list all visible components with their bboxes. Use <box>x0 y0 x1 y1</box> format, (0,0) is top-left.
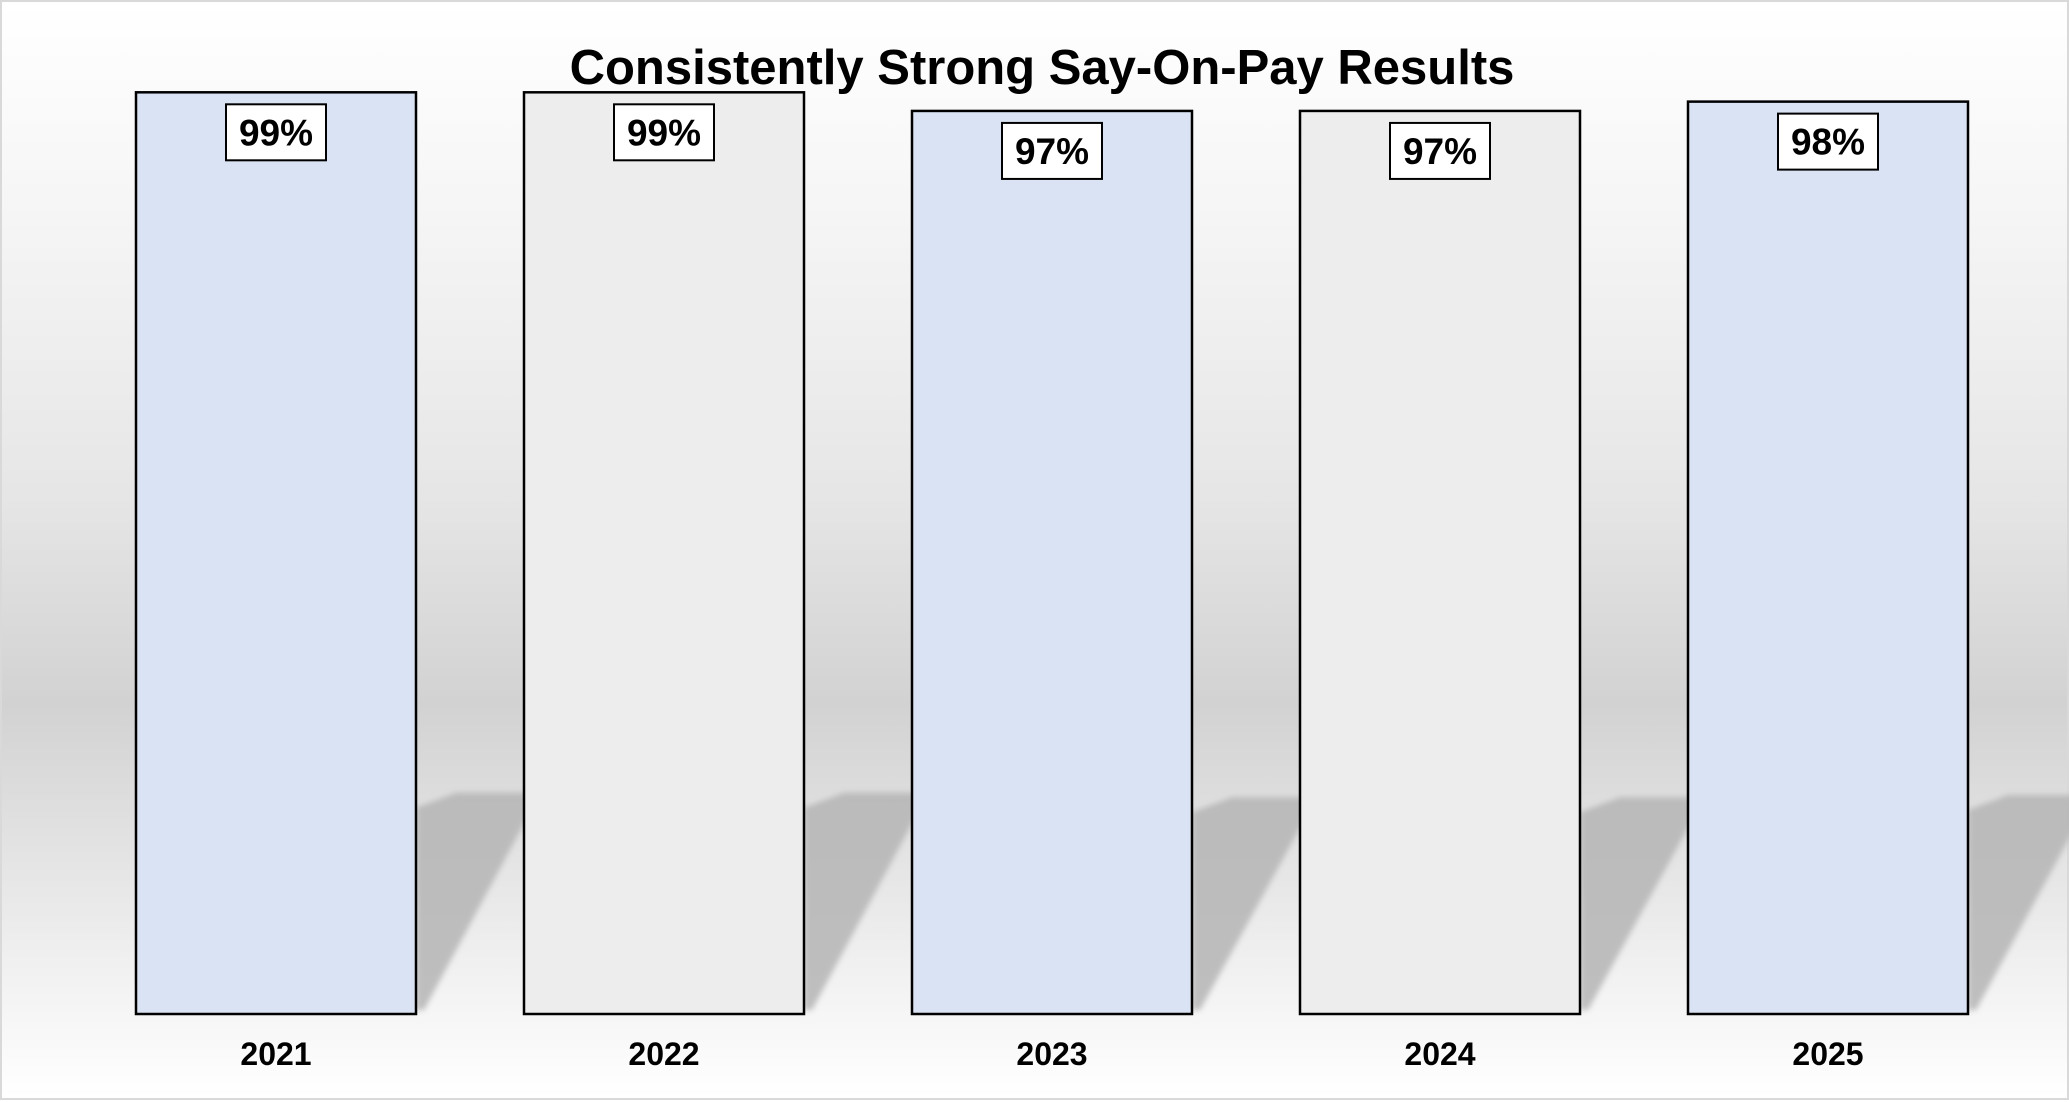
data-labels: 99% 99% 97% 97% 98% <box>225 103 1879 180</box>
data-label: 97% <box>1403 131 1477 172</box>
bar-shadows <box>416 792 2069 1010</box>
x-axis-tick-labels: 2021 2022 2023 2024 2025 <box>240 1036 1863 1072</box>
data-label-box <box>1001 121 1103 180</box>
data-label-box <box>225 103 327 162</box>
bar-2021 <box>134 91 418 1016</box>
x-tick-label: 2024 <box>1404 1036 1475 1072</box>
data-label: 99% <box>627 112 701 153</box>
bar-2023 <box>910 109 1194 1016</box>
x-tick-label: 2023 <box>1016 1036 1087 1072</box>
bar-shadow <box>1580 797 1695 1010</box>
data-label-box <box>613 103 715 162</box>
data-label: 99% <box>239 112 313 153</box>
bar-shadow <box>804 792 919 1010</box>
data-label: 97% <box>1015 131 1089 172</box>
x-tick-label: 2025 <box>1792 1036 1863 1072</box>
data-label-box <box>1389 121 1491 180</box>
data-label-box <box>1777 112 1879 171</box>
bar-2024 <box>1298 109 1582 1016</box>
bar-shadow <box>1968 795 2069 1010</box>
x-tick-label: 2022 <box>628 1036 699 1072</box>
data-label: 98% <box>1791 122 1865 163</box>
bar-2025 <box>1686 100 1970 1016</box>
bars <box>134 91 1970 1016</box>
bar-shadow <box>1192 797 1307 1010</box>
bar-shadow <box>416 792 531 1010</box>
x-tick-label: 2021 <box>240 1036 311 1072</box>
bar-2022 <box>522 91 806 1016</box>
chart-title: Consistently Strong Say-On-Pay Results <box>570 41 1515 95</box>
